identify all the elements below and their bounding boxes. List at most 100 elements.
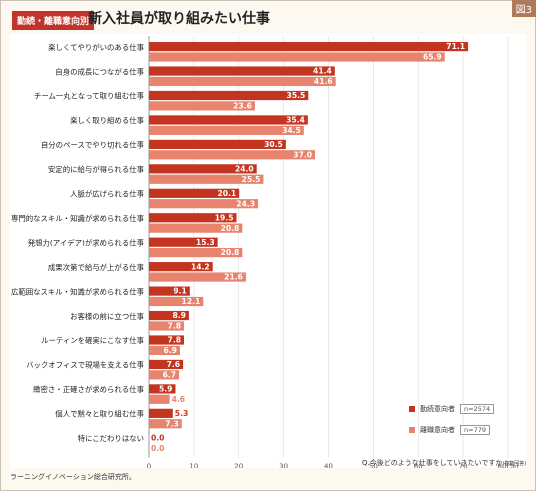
data-label-series1: 9.1 <box>173 287 186 296</box>
bar-series1 <box>149 335 185 345</box>
bar-series1 <box>149 139 286 149</box>
bar-series1 <box>149 310 189 321</box>
x-tick-label: 50 <box>369 463 378 468</box>
bar-series1 <box>149 164 257 174</box>
source-credit: ラーニングイノベーション総合研究所。 <box>10 473 136 481</box>
data-label-series2: 20.8 <box>221 224 240 233</box>
survey-question-note: (複数回答) <box>502 461 527 467</box>
legend-swatch-series2 <box>409 427 415 433</box>
bar-series2 <box>149 150 316 160</box>
category-label: 人脈が広げられる仕事 <box>70 190 145 199</box>
category-badge: 勤続・離職意向別 <box>12 11 95 30</box>
data-label-series1: 35.4 <box>286 116 305 125</box>
data-label-series2: 7.8 <box>168 322 181 331</box>
bar-series2 <box>149 370 180 380</box>
category-label: 緻密さ・正確さが求められる仕事 <box>33 385 144 394</box>
bar-series1 <box>149 384 176 394</box>
bar-series1 <box>149 213 237 223</box>
x-tick-label: 60 <box>414 463 423 468</box>
data-label-series1: 7.6 <box>167 360 180 369</box>
category-label: 自分のペースでやり切れる仕事 <box>41 141 145 150</box>
category-label: 楽しくてやりがいのある仕事 <box>48 43 144 52</box>
bar-series2 <box>149 419 182 429</box>
category-label: ルーティンを確実にこなす仕事 <box>41 336 144 345</box>
category-label: お客様の前に立つ仕事 <box>70 312 145 321</box>
data-label-series2: 37.0 <box>293 150 312 159</box>
legend-label-series1: 勤続意向者 <box>420 405 455 413</box>
bar-series2 <box>149 321 185 331</box>
category-label: バックオフィスで現場を支える仕事 <box>26 361 144 370</box>
x-tick-label: 40 <box>324 463 333 468</box>
data-label-series2: 12.1 <box>182 297 201 306</box>
legend-label-series2: 離職意向者 <box>420 426 455 434</box>
bar-series1 <box>149 42 469 52</box>
bar-series1 <box>149 90 309 101</box>
category-label: 発想力(アイデア)が求められる仕事 <box>28 238 145 247</box>
category-label: チーム一丸となって取り組む仕事 <box>34 92 145 101</box>
bar-series1 <box>149 115 308 125</box>
bar-series2 <box>149 199 259 209</box>
category-label: 個人で黙々と取り組む仕事 <box>55 410 144 419</box>
bar-series1 <box>149 408 173 418</box>
legend: 勤続意向者 n=2574 離職意向者 n=779 <box>409 403 495 445</box>
bar-series2 <box>149 52 445 62</box>
x-tick-label: 20 <box>234 463 243 468</box>
data-label-series1: 0.0 <box>151 433 164 442</box>
chart-panel: 0 10 20 30 40 50 60 70 80(%) 楽しくてやりがいのある仕事 71.1 65.… <box>10 34 526 468</box>
bar-series1 <box>149 262 213 272</box>
bar-series1 <box>149 237 218 247</box>
bar-series2 <box>149 248 243 258</box>
data-label-series2: 25.5 <box>242 175 261 184</box>
data-label-series2: 65.9 <box>423 53 442 62</box>
category-label: 成果次第で給与が上がる仕事 <box>48 263 145 272</box>
x-tick-label: 70 <box>459 463 468 468</box>
data-label-series1: 7.8 <box>168 336 181 345</box>
category-label: 自身の成長につながる仕事 <box>55 67 144 76</box>
bar-series2 <box>149 174 264 184</box>
data-label-series2: 4.6 <box>172 395 185 404</box>
x-tick-label: 10 <box>189 463 198 468</box>
bar-series2 <box>149 296 204 307</box>
legend-item-series2: 離職意向者 n=779 <box>409 424 494 436</box>
bar-series1 <box>149 286 190 296</box>
legend-item-series1: 勤続意向者 n=2574 <box>409 403 495 415</box>
data-label-series2: 21.6 <box>224 273 243 282</box>
data-label-series2: 24.3 <box>236 199 255 208</box>
category-label: 楽しく取り組める仕事 <box>70 116 145 125</box>
data-label-series2: 6.7 <box>163 370 176 379</box>
legend-n-series1: n=2574 <box>460 404 495 414</box>
x-tick-label: 80(%) <box>497 463 518 468</box>
data-label-series1: 35.5 <box>287 91 306 100</box>
bar-chart: 0 10 20 30 40 50 60 70 80(%) 楽しくてやりがいのある仕事 71.1 65.… <box>11 36 519 468</box>
bar-series2 <box>149 223 243 233</box>
data-label-series1: 20.1 <box>217 189 236 198</box>
bar-series2 <box>149 272 246 282</box>
figure-tag: 図3 <box>511 0 536 17</box>
category-label: 安定的に給与が得られる仕事 <box>48 165 145 174</box>
data-label-series1: 41.4 <box>313 67 332 76</box>
chart-title: 新入社員が取り組みたい仕事 <box>88 11 270 27</box>
data-label-series1: 71.1 <box>446 42 465 51</box>
x-tick-label: 30 <box>279 463 288 468</box>
data-label-series1: 19.5 <box>215 213 234 222</box>
bar-series2 <box>149 345 180 355</box>
data-label-series1: 5.3 <box>175 409 188 418</box>
data-label-series2: 20.8 <box>221 248 240 257</box>
bar-series2 <box>149 125 304 135</box>
data-label-series2: 23.6 <box>233 102 252 111</box>
data-label-series2: 0.0 <box>151 444 164 453</box>
bar-series2 <box>149 394 170 404</box>
x-tick-label: 0 <box>147 463 151 468</box>
legend-n-series2: n=779 <box>460 425 490 435</box>
data-label-series1: 15.3 <box>196 238 215 247</box>
data-label-series1: 8.9 <box>172 311 185 320</box>
data-label-series2: 41.6 <box>314 77 333 86</box>
bar-series1 <box>149 66 335 76</box>
data-label-series1: 24.0 <box>235 164 254 173</box>
data-label-series1: 5.9 <box>159 385 172 394</box>
bar-series2 <box>149 101 255 111</box>
survey-question-text: Q.今後どのような仕事をしていきたいですか <box>362 459 503 467</box>
bar-series1 <box>149 188 240 198</box>
survey-question: Q.今後どのような仕事をしていきたいですか(複数回答) <box>362 458 526 468</box>
bar-series1 <box>149 359 184 370</box>
